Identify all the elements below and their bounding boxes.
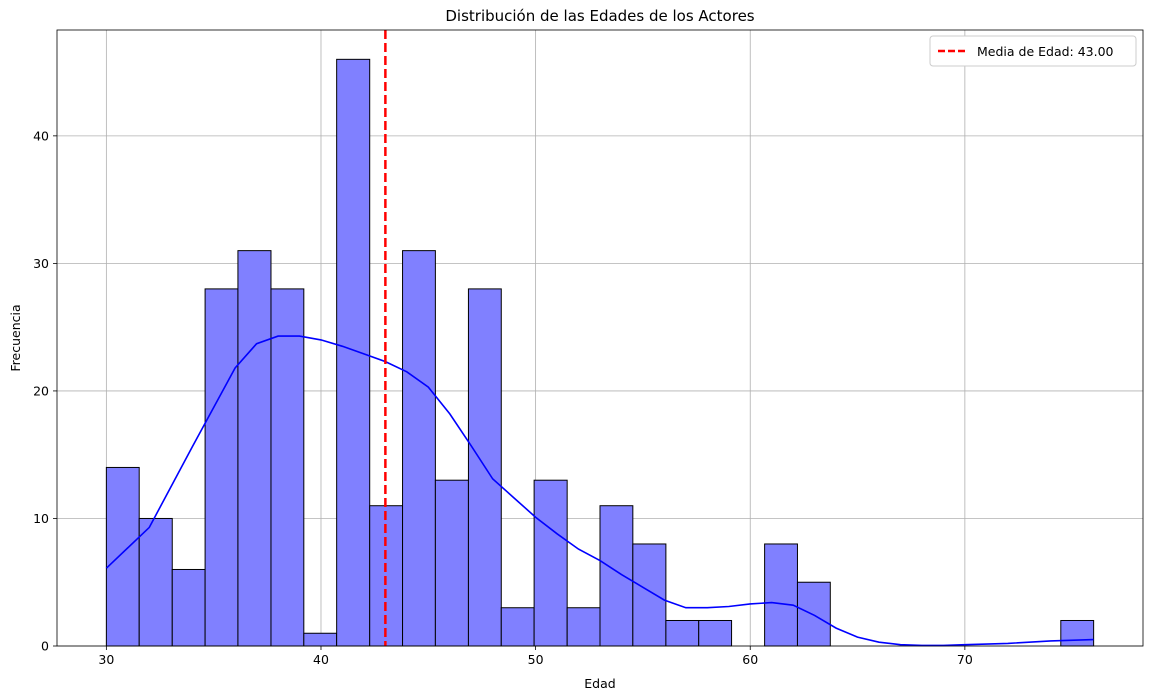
histogram-bar-6 bbox=[303, 632, 338, 647]
histogram-bar-29 bbox=[1060, 619, 1095, 647]
histogram-bar-3 bbox=[204, 288, 239, 647]
x-tick-label-2: 50 bbox=[528, 652, 544, 667]
histogram-bar-20 bbox=[764, 543, 798, 647]
y-tick-label-3: 30 bbox=[33, 256, 49, 271]
kde-curve bbox=[105, 335, 1094, 647]
histogram-bar-5 bbox=[270, 288, 305, 647]
legend: Media de Edad: 43.00 bbox=[929, 35, 1137, 67]
chart-title: Distribución de las Edades de los Actore… bbox=[445, 7, 754, 25]
plot-frame bbox=[56, 29, 1144, 647]
histogram-bar-4 bbox=[237, 250, 272, 647]
y-tick-label-0: 0 bbox=[41, 639, 49, 654]
histogram-bar-21 bbox=[796, 581, 831, 647]
y-tick-label-4: 40 bbox=[33, 128, 49, 143]
histogram-bar-15 bbox=[599, 505, 634, 647]
kde-layer bbox=[105, 335, 1094, 647]
x-tick-label-4: 70 bbox=[957, 652, 973, 667]
y-axis-label: Frecuencia bbox=[8, 304, 23, 371]
histogram-bar-16 bbox=[632, 543, 667, 647]
x-axis-ticks: 30 40 50 60 70 bbox=[98, 646, 973, 667]
x-tick-label-0: 30 bbox=[98, 652, 114, 667]
histogram-bar-7 bbox=[336, 58, 371, 647]
y-tick-label-1: 10 bbox=[33, 511, 49, 526]
histogram-bar-2 bbox=[171, 568, 206, 647]
histogram-bar-17 bbox=[665, 619, 700, 647]
histogram-bar-10 bbox=[434, 479, 469, 647]
histogram-bar-18 bbox=[698, 619, 733, 647]
x-axis-label: Edad bbox=[584, 676, 615, 691]
x-tick-label-3: 60 bbox=[742, 652, 758, 667]
x-tick-label-1: 40 bbox=[313, 652, 329, 667]
histogram-bar-14 bbox=[566, 607, 601, 647]
histogram-bar-13 bbox=[533, 479, 568, 647]
histogram-bar-1 bbox=[138, 517, 173, 647]
histogram-bars bbox=[105, 58, 1095, 647]
legend-label-mean: Media de Edad: 43.00 bbox=[977, 44, 1114, 59]
y-axis-ticks: 0 10 20 30 40 bbox=[33, 128, 57, 654]
y-tick-label-2: 20 bbox=[33, 383, 49, 398]
histogram-bar-12 bbox=[500, 607, 535, 647]
histogram-bar-9 bbox=[402, 250, 436, 647]
legend-box bbox=[929, 35, 1137, 67]
histogram-bar-0 bbox=[105, 466, 140, 647]
